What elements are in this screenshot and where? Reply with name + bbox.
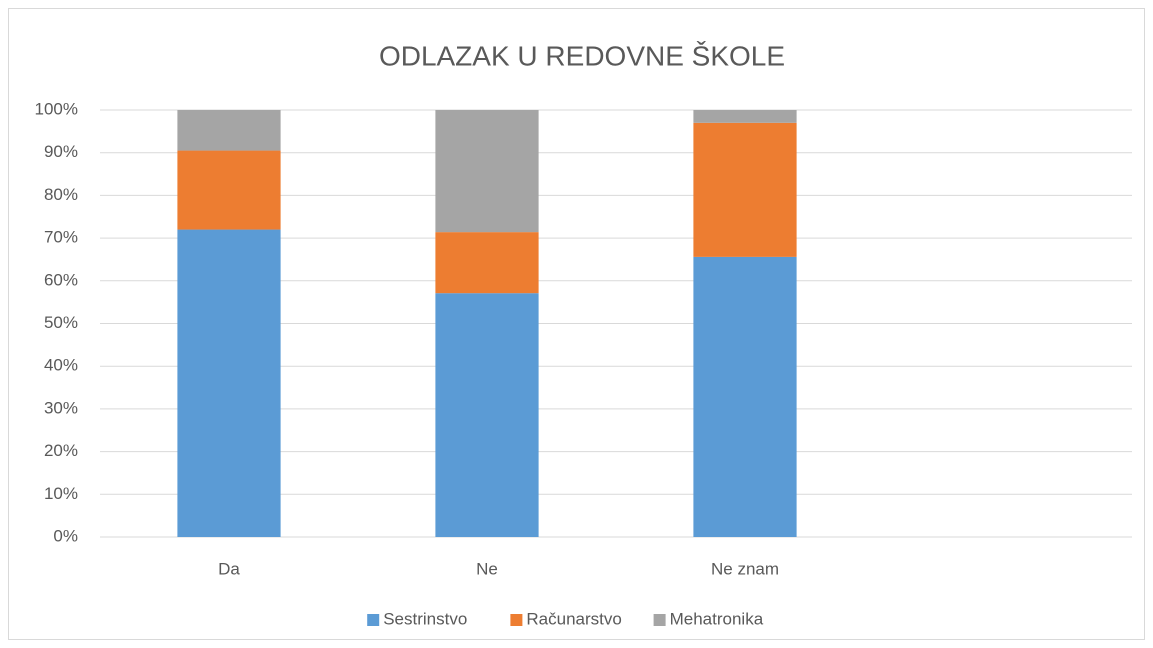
bar-segment (435, 293, 539, 537)
legend-label: Računarstvo (526, 609, 621, 628)
y-tick-label: 100% (35, 99, 78, 118)
legend-label: Sestrinstvo (383, 609, 467, 628)
y-tick-label: 0% (53, 526, 78, 545)
y-tick-label: 20% (44, 441, 78, 460)
chart-title: ODLAZAK U REDOVNE ŠKOLE (379, 40, 785, 71)
y-tick-label: 50% (44, 313, 78, 332)
y-tick-label: 70% (44, 228, 78, 247)
bar-segment (177, 229, 281, 537)
y-tick-label: 30% (44, 398, 78, 417)
y-tick-label: 80% (44, 185, 78, 204)
legend-swatch (653, 614, 666, 626)
bar-segment (177, 150, 281, 230)
x-tick-label: Da (218, 559, 240, 578)
y-tick-label: 40% (44, 356, 78, 375)
bar-segment (693, 122, 797, 257)
bar-segment (177, 110, 281, 151)
legend-swatch (367, 614, 380, 626)
y-tick-label: 60% (44, 270, 78, 289)
legend-swatch (510, 614, 523, 626)
y-tick-label: 90% (44, 142, 78, 161)
x-tick-label: Ne (476, 559, 498, 578)
legend-label: Mehatronika (670, 609, 764, 628)
bar-segment (693, 256, 797, 537)
bar-segment (693, 110, 797, 123)
bar-segment (435, 110, 539, 233)
y-tick-label: 10% (44, 484, 78, 503)
x-tick-label: Ne znam (711, 559, 779, 578)
bar-segment (435, 232, 539, 294)
